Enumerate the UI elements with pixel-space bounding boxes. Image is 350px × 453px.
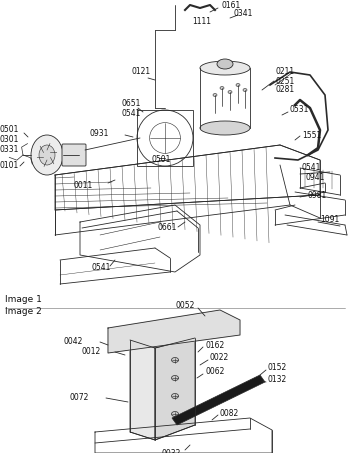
- Text: 0941: 0941: [305, 173, 324, 183]
- Text: 0931: 0931: [90, 129, 109, 138]
- Text: 0501: 0501: [0, 125, 19, 135]
- Text: 0022: 0022: [210, 353, 229, 362]
- Polygon shape: [130, 340, 155, 440]
- Text: Image 1: Image 1: [5, 295, 42, 304]
- Ellipse shape: [31, 135, 63, 175]
- Text: 1091: 1091: [320, 216, 339, 225]
- Ellipse shape: [172, 394, 178, 399]
- Text: 0501: 0501: [152, 155, 172, 164]
- Polygon shape: [108, 310, 240, 353]
- Ellipse shape: [39, 145, 55, 165]
- Text: 0251: 0251: [276, 77, 295, 86]
- Ellipse shape: [200, 61, 250, 75]
- Text: 0052: 0052: [175, 300, 194, 309]
- Text: 0132: 0132: [268, 376, 287, 385]
- Polygon shape: [155, 338, 195, 440]
- Text: 0032: 0032: [162, 448, 181, 453]
- Text: 0082: 0082: [220, 409, 239, 418]
- Text: 0541: 0541: [302, 164, 321, 173]
- Text: 0981: 0981: [308, 191, 327, 199]
- Text: 0281: 0281: [276, 86, 295, 95]
- Text: 0152: 0152: [268, 363, 287, 372]
- Text: 1111: 1111: [192, 18, 211, 26]
- Ellipse shape: [172, 411, 178, 416]
- Text: 0161: 0161: [222, 0, 241, 10]
- Text: 0072: 0072: [70, 394, 89, 403]
- Ellipse shape: [200, 121, 250, 135]
- Text: 0211: 0211: [276, 67, 295, 77]
- Bar: [137, 110, 193, 166]
- Text: 0062: 0062: [205, 367, 224, 376]
- Text: 0541: 0541: [122, 109, 141, 117]
- Text: 0541: 0541: [92, 264, 111, 273]
- Ellipse shape: [213, 93, 217, 96]
- Text: 0301: 0301: [0, 135, 19, 145]
- Text: Image 2: Image 2: [5, 307, 42, 315]
- Ellipse shape: [217, 59, 233, 69]
- Text: 0661: 0661: [158, 223, 177, 232]
- Text: 0162: 0162: [205, 341, 224, 350]
- FancyBboxPatch shape: [62, 144, 86, 166]
- Ellipse shape: [243, 88, 247, 92]
- Text: 0331: 0331: [0, 145, 19, 154]
- Text: 0121: 0121: [132, 67, 151, 77]
- Text: 0341: 0341: [234, 9, 253, 18]
- Ellipse shape: [220, 87, 224, 90]
- Text: 0651: 0651: [122, 98, 141, 107]
- Text: 0042: 0042: [63, 337, 82, 347]
- Text: 0101: 0101: [0, 160, 19, 169]
- Ellipse shape: [228, 91, 232, 93]
- Polygon shape: [172, 375, 265, 425]
- Ellipse shape: [172, 376, 178, 381]
- Ellipse shape: [236, 83, 240, 87]
- Text: 0012: 0012: [82, 347, 101, 357]
- Ellipse shape: [172, 357, 178, 362]
- Text: 0531: 0531: [290, 106, 309, 115]
- Text: 0011: 0011: [74, 180, 93, 189]
- Text: 1551: 1551: [302, 130, 321, 140]
